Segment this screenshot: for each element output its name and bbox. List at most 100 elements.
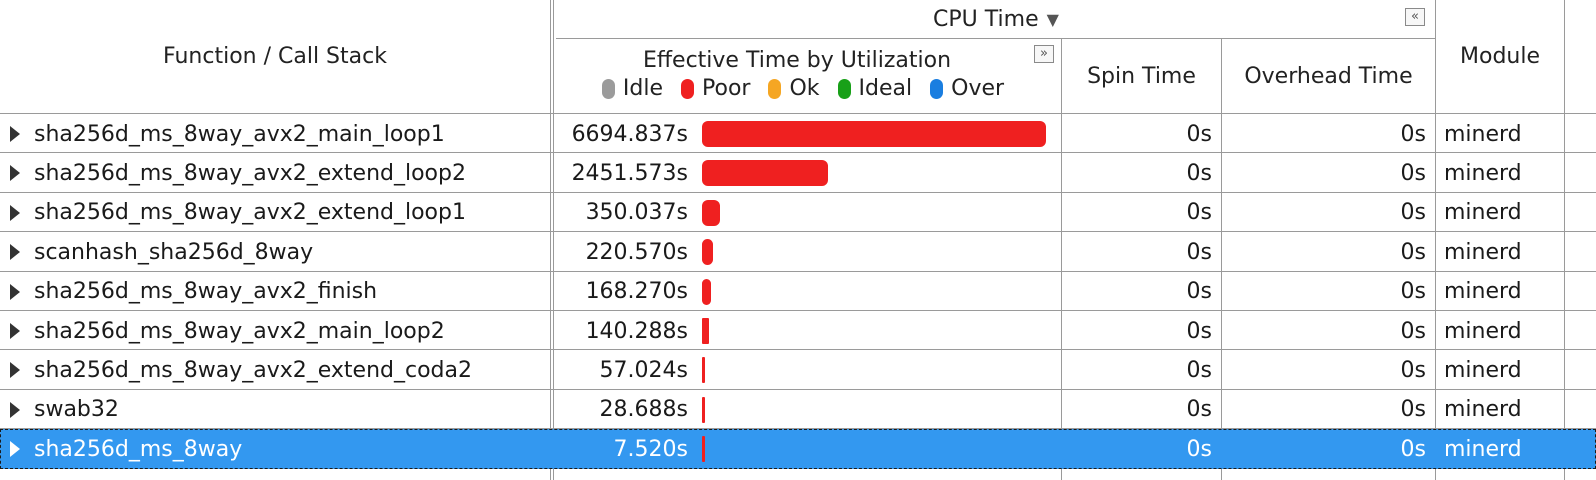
table-row[interactable]: sha256d_ms_8way_avx2_main_loop2 140.288s 0… (0, 311, 1596, 351)
effective-time-bar (702, 199, 720, 226)
function-name: swab32 (34, 397, 119, 423)
legend-swatch-over (930, 78, 944, 99)
column-header-overhead-time[interactable]: Overhead Time (1222, 39, 1435, 113)
header-bottom-line (0, 113, 1596, 114)
spin-time-value: 0s (1186, 279, 1212, 305)
table-row[interactable]: swab32 28.688s 0s 0s minerd (0, 390, 1596, 430)
legend-item-over: Over (912, 76, 1004, 101)
function-name: sha256d_ms_8way_avx2_extend_coda2 (34, 357, 472, 383)
effective-time-value: 57.024s (599, 357, 688, 383)
expand-arrow-icon[interactable] (10, 204, 20, 221)
row-divider (0, 152, 1596, 154)
effective-time-value: 28.688s (599, 397, 688, 423)
module-value: minerd (1444, 200, 1522, 226)
row-divider (0, 270, 1596, 272)
function-name: sha256d_ms_8way (34, 436, 243, 462)
column-header-overhead-time-label: Overhead Time (1244, 63, 1413, 89)
overhead-time-value: 0s (1400, 357, 1426, 383)
legend-label: Ideal (858, 76, 913, 101)
column-header-effective-time[interactable]: Effective Time by Utilization Idle Poor Ok… (557, 39, 1061, 113)
spin-time-value: 0s (1186, 357, 1212, 383)
col-line-module (1564, 0, 1565, 480)
legend-label: Idle (622, 76, 664, 101)
spin-time-value: 0s (1186, 397, 1212, 423)
legend-label: Poor (702, 76, 751, 101)
function-name: scanhash_sha256d_8way (34, 239, 314, 265)
effective-time-value: 7.520s (613, 436, 688, 462)
legend-item-idle: Idle (584, 76, 663, 101)
column-header-module[interactable]: Module (1436, 0, 1564, 113)
function-name: sha256d_ms_8way_avx2_extend_loop1 (34, 200, 466, 226)
function-cell: sha256d_ms_8way_avx2_main_loop2 (0, 311, 550, 351)
legend-item-ok: Ok (750, 76, 820, 101)
legend-item-poor: Poor (663, 76, 750, 101)
row-divider (0, 310, 1596, 311)
module-value: minerd (1444, 279, 1522, 305)
overhead-time-value: 0s (1400, 200, 1426, 226)
spin-time-value: 0s (1186, 436, 1212, 462)
effective-time-bar (702, 318, 710, 344)
column-header-spin-time[interactable]: Spin Time (1062, 39, 1221, 113)
expand-arrow-icon[interactable] (10, 244, 20, 261)
table-row[interactable]: sha256d_ms_8way_avx2_extend_loop2 2451.57… (0, 153, 1596, 193)
column-header-cpu-time-label: CPU Time (933, 6, 1039, 32)
table-row[interactable]: scanhash_sha256d_8way 220.570s 0s 0s minerd (0, 232, 1596, 272)
table-row[interactable]: sha256d_ms_8way_avx2_finish 168.270s 0s 0s m… (0, 272, 1596, 312)
function-name: sha256d_ms_8way_avx2_extend_loop2 (34, 160, 466, 186)
spin-time-value: 0s (1186, 121, 1212, 147)
module-value: minerd (1444, 160, 1522, 186)
module-value: minerd (1444, 121, 1522, 147)
legend-label: Over (951, 76, 1005, 101)
column-header-function[interactable]: Function / Call Stack (0, 0, 550, 113)
cpu-header-line (556, 38, 1436, 39)
function-cell: sha256d_ms_8way (0, 429, 550, 469)
overhead-time-value: 0s (1400, 121, 1426, 147)
function-name: sha256d_ms_8way_avx2_main_loop2 (34, 318, 445, 344)
column-header-cpu-time[interactable]: CPU Time ▼ (557, 0, 1435, 38)
collapse-column-icon[interactable]: « (1405, 8, 1425, 26)
expand-arrow-icon[interactable] (10, 323, 20, 339)
row-divider (0, 191, 1596, 193)
function-cell: sha256d_ms_8way_avx2_main_loop1 (0, 114, 550, 154)
function-cell: scanhash_sha256d_8way (0, 232, 550, 272)
overhead-time-value: 0s (1400, 160, 1426, 186)
legend-swatch-ok (768, 78, 782, 99)
expand-arrow-icon[interactable] (10, 401, 20, 418)
effective-time-bar (702, 121, 1046, 147)
table-row[interactable]: sha256d_ms_8way_avx2_main_loop1 6694.837s… (0, 114, 1596, 154)
col-line-effective (1061, 38, 1062, 480)
expand-arrow-icon[interactable] (10, 165, 20, 182)
table-row[interactable]: sha256d_ms_8way_avx2_extend_coda2 57.024s… (0, 350, 1596, 390)
overhead-time-value: 0s (1400, 436, 1426, 462)
legend-swatch-ideal (837, 78, 851, 99)
module-value: minerd (1444, 436, 1522, 462)
table-row[interactable]: sha256d_ms_8way_avx2_extend_loop1 350.037… (0, 193, 1596, 233)
expand-arrow-icon[interactable] (10, 441, 20, 458)
expand-arrow-icon[interactable] (10, 283, 20, 300)
column-splitter[interactable] (550, 0, 554, 480)
expand-column-icon[interactable]: » (1034, 45, 1054, 63)
spin-time-value: 0s (1186, 239, 1212, 265)
utilization-legend: Idle Poor Ok Ideal Over (584, 76, 1004, 101)
col-line-overhead (1435, 0, 1436, 480)
function-name: sha256d_ms_8way_avx2_main_loop1 (34, 121, 445, 147)
function-cell: sha256d_ms_8way_avx2_extend_loop2 (0, 153, 550, 193)
effective-time-bar (702, 239, 714, 266)
table-row[interactable]: sha256d_ms_8way 7.520s 0s 0s minerd (0, 429, 1596, 470)
function-cell: sha256d_ms_8way_avx2_extend_coda2 (0, 350, 550, 390)
row-divider (0, 231, 1596, 233)
column-header-module-label: Module (1460, 44, 1540, 69)
legend-swatch-idle (601, 78, 615, 99)
function-cell: sha256d_ms_8way_avx2_finish (0, 272, 550, 312)
sort-descending-icon: ▼ (1046, 9, 1059, 29)
function-cell: sha256d_ms_8way_avx2_extend_loop1 (0, 193, 550, 233)
column-header-function-label: Function / Call Stack (163, 44, 387, 69)
effective-time-bar (702, 160, 828, 187)
expand-arrow-icon[interactable] (10, 362, 20, 379)
module-value: minerd (1444, 239, 1522, 265)
function-cell: swab32 (0, 390, 550, 430)
expand-arrow-icon[interactable] (10, 126, 20, 142)
module-value: minerd (1444, 318, 1522, 344)
effective-time-value: 350.037s (585, 200, 688, 226)
